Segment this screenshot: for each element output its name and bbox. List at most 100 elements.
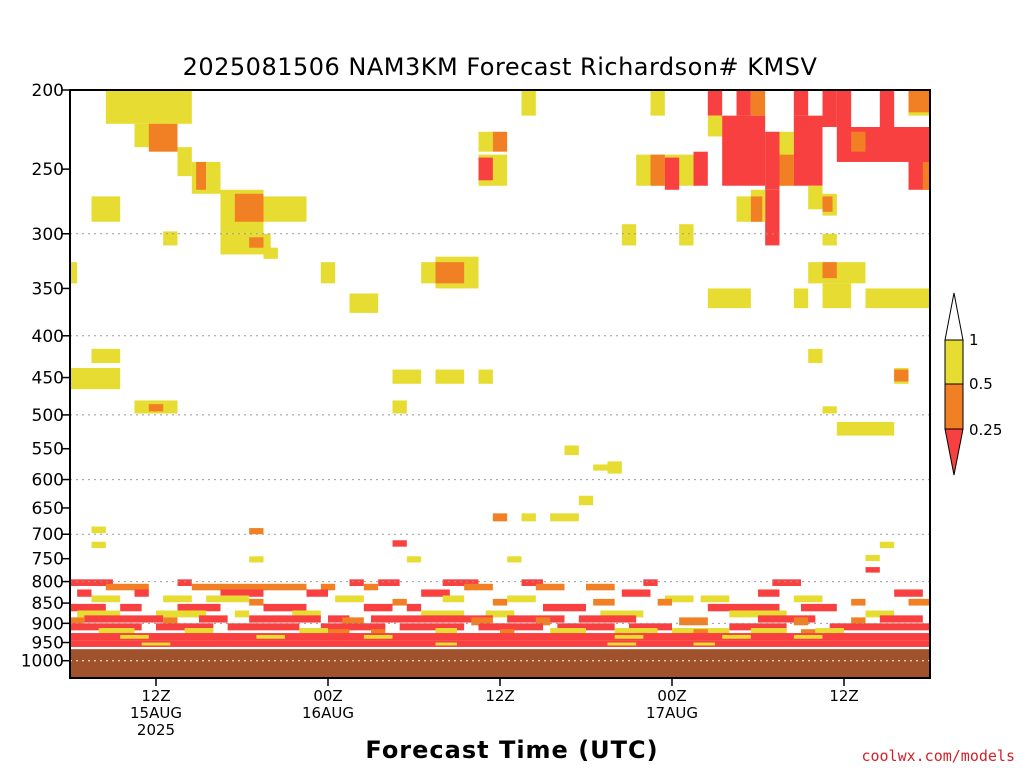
heatmap-cell (865, 610, 895, 618)
heatmap-cell (263, 603, 307, 612)
heatmap-cell (406, 556, 422, 563)
credit-link[interactable]: coolwx.com/models (861, 747, 1015, 765)
heatmap-cells (70, 90, 930, 678)
heatmap-cell (621, 589, 651, 597)
heatmap-cell (700, 595, 730, 603)
ground-fill (70, 649, 930, 678)
heatmap-cell (664, 595, 694, 603)
heatmap-cell (607, 461, 622, 474)
y-tick-label: 700 (32, 525, 64, 545)
heatmap-cell (564, 445, 579, 456)
heatmap-cell (535, 583, 565, 591)
heatmap-cell (707, 115, 723, 137)
heatmap-cell (249, 237, 264, 248)
heatmap-cell (196, 161, 207, 190)
heatmap-cell (808, 348, 823, 364)
heatmap-cell (650, 90, 665, 116)
heatmap-cell (464, 583, 493, 591)
heatmap-cell (822, 233, 837, 246)
heatmap-cell (249, 615, 321, 623)
heatmap-cell (922, 161, 930, 190)
heatmap-cell (879, 615, 923, 623)
heatmap-cell (793, 288, 809, 309)
heatmap-cell (349, 293, 379, 313)
heatmap-cell (299, 628, 328, 635)
y-axis: 200 250 300 350 400 450 500 550 600 650 700 750 8008… (21, 81, 70, 672)
heatmap-cell (822, 90, 837, 128)
x-tick-label: 12Z (829, 687, 858, 705)
heatmap-cell (793, 90, 809, 116)
heatmap-cell (593, 598, 615, 606)
heatmap-cell (650, 154, 665, 186)
heatmap-cell (70, 633, 930, 641)
heatmap-cell (156, 623, 214, 631)
heatmap-cell (492, 131, 508, 152)
heatmap-cell (765, 131, 780, 190)
heatmap-cell (120, 603, 142, 612)
heatmap-cell (134, 589, 149, 597)
heatmap-cell (507, 556, 522, 563)
heatmap-cell (91, 595, 121, 603)
heatmap-cell (865, 567, 880, 573)
heatmap-cell (908, 90, 930, 113)
heatmap-cell (77, 589, 92, 597)
heatmap-cell (263, 196, 307, 222)
heatmap-cell (829, 623, 930, 631)
heatmap-cell (148, 123, 178, 152)
x-tick-label: 12Z (485, 687, 514, 705)
heatmap-cell (550, 513, 579, 522)
heatmap-cell (120, 634, 149, 639)
heatmap-cell (822, 283, 852, 309)
heatmap-cell (249, 556, 264, 563)
heatmap-cell (91, 541, 106, 549)
heatmap-cell (758, 615, 816, 623)
heatmap-cell (679, 617, 708, 626)
heatmap-cell (578, 615, 637, 623)
heatmap-cell (801, 629, 816, 637)
heatmap-cell (865, 127, 909, 162)
heatmap-cell (421, 589, 450, 597)
heatmap-cell (478, 131, 493, 152)
y-tick-label: 850 (32, 594, 64, 614)
heatmap-cell (851, 598, 866, 606)
heatmap-cell (70, 262, 78, 284)
y-tick-label: 300 (32, 225, 64, 245)
heatmap-cell (779, 154, 794, 186)
heatmap-cell (729, 623, 787, 631)
heatmap-cell (84, 615, 164, 623)
heatmap-cell (442, 595, 465, 603)
heatmap-cell (70, 603, 106, 612)
heatmap-cell (693, 151, 708, 186)
heatmap-cell (614, 628, 658, 635)
y-tick-label: 1000 (21, 652, 64, 672)
heatmap-cell (249, 598, 264, 606)
heatmap-cell (249, 528, 264, 535)
heatmap-cell (801, 603, 837, 612)
heatmap-cell (191, 583, 307, 591)
heatmap-cell (163, 595, 192, 603)
heatmap-cell (836, 90, 852, 128)
heatmap-cell (750, 628, 787, 635)
heatmap-cell (894, 369, 909, 382)
y-tick-label: 550 (32, 440, 64, 460)
y-tick-label: 950 (32, 634, 64, 654)
heatmap-cell (227, 623, 300, 631)
x-tick-label: 17AUG (646, 704, 698, 722)
heatmap-cell (908, 598, 930, 606)
heatmap-cell (91, 348, 121, 364)
heatmap-cell (263, 247, 278, 259)
heatmap-cell (371, 629, 386, 637)
heatmap-cell (141, 642, 171, 646)
heatmap-cell (765, 189, 780, 246)
heatmap-cell (220, 589, 264, 597)
y-tick-label: 500 (32, 406, 64, 426)
heatmap-cell (199, 615, 228, 623)
heatmap-cell (435, 369, 465, 384)
heatmap-cell (793, 595, 823, 603)
x-tick-label: 00Z (313, 687, 342, 705)
heatmap-cell (521, 90, 536, 116)
heatmap-cell (507, 595, 536, 603)
heatmap-cell (657, 598, 672, 606)
heatmap-cell (234, 193, 264, 222)
heatmap-cell (879, 90, 895, 128)
